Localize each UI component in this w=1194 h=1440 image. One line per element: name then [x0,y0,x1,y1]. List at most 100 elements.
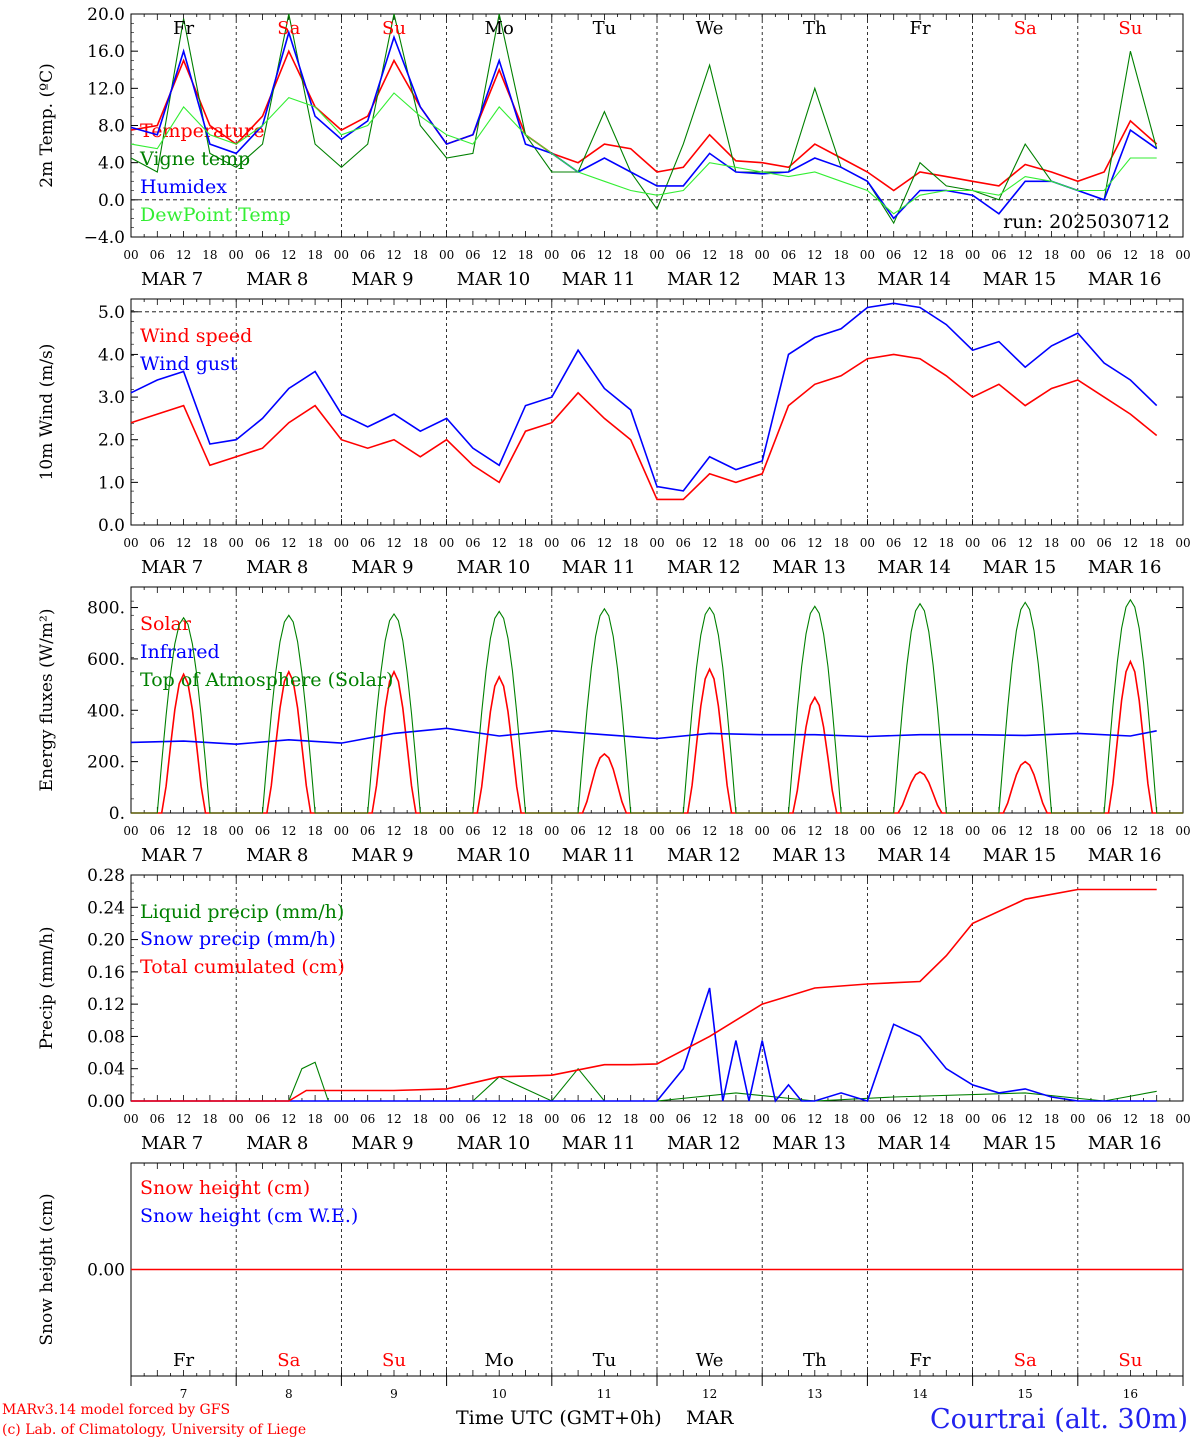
hour-label: 18 [728,248,743,262]
hour-label: 00 [1175,536,1190,550]
hour-label: 12 [281,536,296,550]
legend-entry: Temperature [140,120,264,142]
hour-label: 12 [386,1112,401,1126]
panel-wind: 5.0 4.0 3.0 2.0 1.0 0.0 10m Wind (m/s) Wind spe… [37,298,1191,578]
legend-entry: Total cumulated (cm) [140,956,345,978]
series-line-humidex [130,29,1158,220]
date-label: MAR 9 [351,1133,413,1154]
day-name: Sa [1014,18,1037,39]
legend-entry: Liquid precip (mm/h) [140,901,344,923]
y-tick-label: 4.0 [98,345,125,365]
y-tick-label: 0.24 [87,898,125,918]
hour-label: 06 [1096,536,1111,550]
hour-label: 00 [439,824,454,838]
hour-label: 12 [386,536,401,550]
hour-label: 00 [1070,1112,1085,1126]
hour-label: 12 [281,248,296,262]
hour-label: 18 [939,1112,954,1126]
hour-label: 12 [912,248,927,262]
hour-label: 18 [518,824,533,838]
y-tick-label: 0.12 [87,995,125,1015]
hour-label: 00 [965,536,980,550]
date-label: MAR 10 [457,269,531,290]
hour-label: 06 [676,536,691,550]
hour-label: 00 [1175,1112,1190,1126]
y-tick-label: 2.0 [98,431,125,451]
hour-label: 12 [702,536,717,550]
series-line-total-cumulated-cm- [131,888,1157,1102]
y-tick-label: 0.16 [87,963,125,983]
panel-snow: 0.00 Snow height (cm) Snow height (cm) Snow… [37,1162,1184,1401]
y-axis-label: Snow height (cm) [37,1193,57,1345]
hour-label: 00 [649,248,664,262]
hour-label: 12 [912,536,927,550]
day-number: 12 [702,1387,717,1401]
model-credit-line: MARv3.14 model forced by GFS [2,1402,230,1418]
hour-label: 06 [886,536,901,550]
hour-label: 00 [860,1112,875,1126]
hour-label: 12 [492,824,507,838]
hour-label: 18 [833,536,848,550]
hour-label: 12 [597,248,612,262]
hour-label: 12 [597,536,612,550]
hour-label: 18 [728,824,743,838]
hour-label: 00 [860,824,875,838]
hour-label: 06 [781,824,796,838]
hour-label: 18 [833,824,848,838]
day-name: Mo [485,18,514,39]
hour-label: 12 [702,248,717,262]
hour-label: 00 [1070,248,1085,262]
hour-label: 12 [1123,1112,1138,1126]
day-name: Su [1118,1350,1142,1371]
hour-label: 12 [386,824,401,838]
hour-label: 12 [1018,1112,1033,1126]
hour-label: 00 [860,248,875,262]
hour-label: 06 [991,248,1006,262]
hour-label: 18 [1149,824,1164,838]
date-label: MAR 16 [1088,269,1162,290]
date-label: MAR 7 [141,557,203,578]
date-label: MAR 7 [141,1133,203,1154]
y-tick-label: 4.0 [98,154,125,174]
hour-label: 18 [728,536,743,550]
hour-label: 18 [307,536,322,550]
hour-label: 06 [255,248,270,262]
hour-label: 06 [255,1112,270,1126]
month-label: MAR [686,1407,734,1429]
date-label: MAR 13 [772,845,846,866]
hour-label: 12 [386,248,401,262]
day-number: 14 [912,1387,928,1401]
hour-label: 00 [755,536,770,550]
date-label: MAR 11 [562,557,636,578]
day-number: 7 [180,1387,188,1401]
legend-entry: Snow height (cm W.E.) [140,1205,358,1227]
hour-label: 18 [518,248,533,262]
legend-entry: Wind gust [140,353,238,375]
series-line-snow-precip-mm-h- [131,987,1157,1103]
hour-label: 00 [649,536,664,550]
y-tick-label: −4.0 [84,228,125,248]
hour-label: 06 [150,536,165,550]
hour-label: 12 [492,1112,507,1126]
date-label: MAR 15 [983,557,1057,578]
hour-label: 00 [544,1112,559,1126]
day-name: Th [803,18,827,39]
day-name: Su [1118,18,1142,39]
hour-label: 18 [202,824,217,838]
hour-label: 06 [676,248,691,262]
date-label: MAR 11 [562,269,636,290]
date-label: MAR 11 [562,845,636,866]
hour-label: 18 [623,536,638,550]
hour-label: 00 [123,536,138,550]
hour-label: 06 [991,536,1006,550]
date-label: MAR 14 [877,1133,951,1154]
hour-label: 18 [518,536,533,550]
y-tick-label: 8.0 [98,117,125,137]
y-tick-label: 1.0 [98,473,125,493]
day-name: We [696,18,724,39]
y-tick-label: 600. [87,650,125,670]
date-label: MAR 8 [246,1133,308,1154]
time-axis-label: Time UTC (GMT+0h) [456,1407,662,1429]
y-tick-label: 0.04 [87,1060,125,1080]
